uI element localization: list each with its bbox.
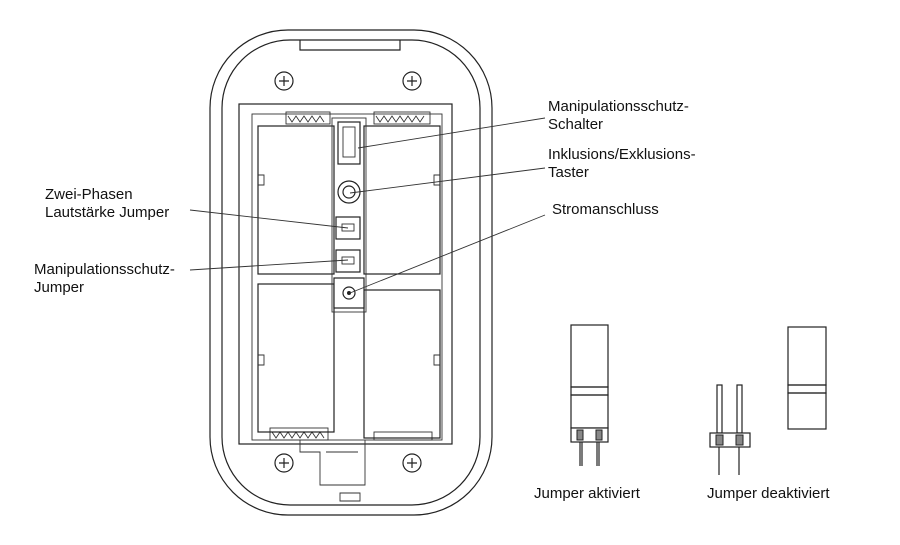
battery-contact-icon [373,431,433,441]
power-connector [333,277,365,309]
jumper-activated-label: Jumper aktiviert [534,485,640,502]
housing [209,29,493,516]
battery-spring-icon [285,111,331,125]
tamper-switch-label: Manipulationsschutz- Schalter [548,98,689,133]
jumper-activated-illustration [570,324,609,466]
inclusion-button-label: Inklusions/Exklusions- Taster [548,146,696,181]
cable-channel [299,440,366,502]
power-connector-label: Stromanschluss [552,201,659,218]
screw-icon [402,71,422,91]
leader-line [349,167,546,194]
tamper-switch [337,121,361,165]
battery-bottom-left [257,283,335,433]
tamper-jumper [335,249,361,273]
screw-icon [402,453,422,473]
battery-top-left [257,125,335,275]
tamper-jumper-label: Manipulationsschutz- Jumper [34,261,175,296]
jumper-deactivated-label: Jumper deaktiviert [707,485,830,502]
volume-jumper-label: Zwei-Phasen Lautstärke Jumper [45,186,170,221]
battery-spring-icon [373,111,431,125]
jumper-cap-illustration [787,326,827,430]
leader-line [189,209,349,229]
battery-compartment [238,103,453,445]
leader-line [189,259,349,271]
center-board [331,117,367,313]
jumper-pins-illustration [709,384,751,475]
battery-top-right [363,125,441,275]
battery-spring-icon [269,427,329,441]
leader-line [357,117,546,149]
screw-icon [274,71,294,91]
screw-icon [274,453,294,473]
battery-bottom-right [363,289,441,439]
leader-line [349,214,546,294]
